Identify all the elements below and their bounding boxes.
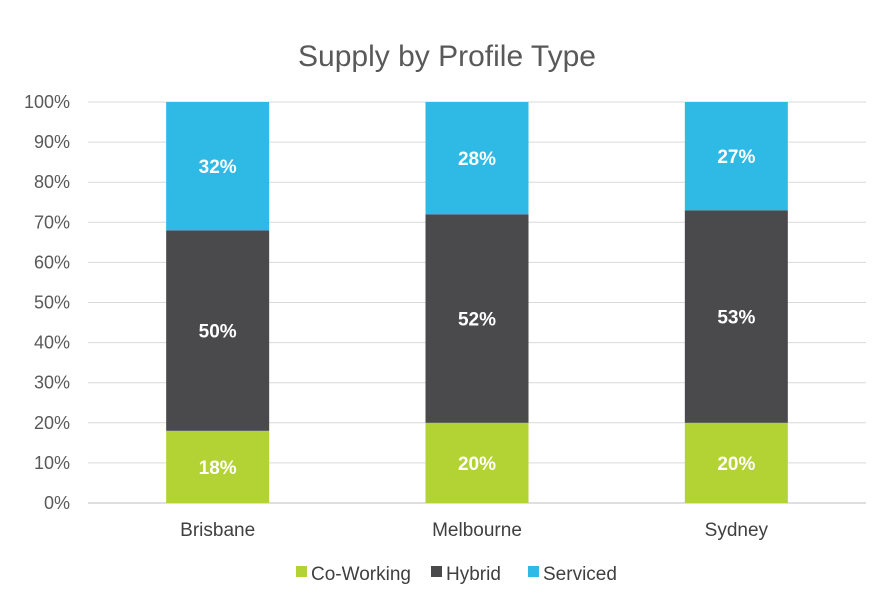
legend-label: Co-Working <box>311 564 411 585</box>
data-label: 50% <box>199 322 237 343</box>
bar-segment <box>425 422 529 503</box>
legend-label: Hybrid <box>446 564 501 585</box>
bars: 18% 50% 32% 20% 52% 28% 20% 53% 27% <box>166 102 788 503</box>
bar-segment <box>425 102 529 215</box>
data-label: 32% <box>199 157 237 178</box>
y-tick-label: 90% <box>34 132 70 152</box>
y-tick-label: 60% <box>34 252 70 272</box>
data-label: 27% <box>717 147 755 168</box>
chart-title: Supply by Profile Type <box>298 40 596 73</box>
data-label: 52% <box>458 310 496 331</box>
data-label: 53% <box>717 308 755 329</box>
legend-swatch <box>296 566 307 577</box>
legend-swatch <box>528 566 539 577</box>
data-label: 20% <box>458 454 496 475</box>
y-tick-label: 10% <box>34 453 70 473</box>
y-tick-label: 40% <box>34 333 70 353</box>
y-axis: 0% 10% 20% 30% 40% 50% 60% 70% 80% 90% 100% <box>24 92 70 513</box>
y-tick-label: 50% <box>34 293 70 313</box>
y-tick-label: 100% <box>24 92 70 112</box>
data-label: 28% <box>458 149 496 170</box>
y-tick-label: 70% <box>34 212 70 232</box>
y-tick-label: 20% <box>34 413 70 433</box>
data-label: 20% <box>717 454 755 475</box>
bar-segment <box>166 230 270 431</box>
x-tick-label: Sydney <box>705 520 769 541</box>
legend-label: Serviced <box>543 564 617 585</box>
bar-segment <box>684 102 788 211</box>
legend: Co-Working Hybrid Serviced <box>296 564 617 585</box>
y-tick-label: 30% <box>34 373 70 393</box>
y-tick-label: 80% <box>34 172 70 192</box>
y-tick-label: 0% <box>44 493 70 513</box>
bar-segment <box>684 210 788 423</box>
x-tick-label: Melbourne <box>432 520 522 541</box>
x-axis: Brisbane Melbourne Sydney <box>180 520 768 541</box>
bar-segment <box>166 102 270 231</box>
legend-swatch <box>431 566 442 577</box>
data-label: 18% <box>199 458 237 479</box>
bar-segment <box>166 430 270 503</box>
bar-segment <box>425 214 529 423</box>
bar-segment <box>684 422 788 503</box>
x-tick-label: Brisbane <box>180 520 255 541</box>
